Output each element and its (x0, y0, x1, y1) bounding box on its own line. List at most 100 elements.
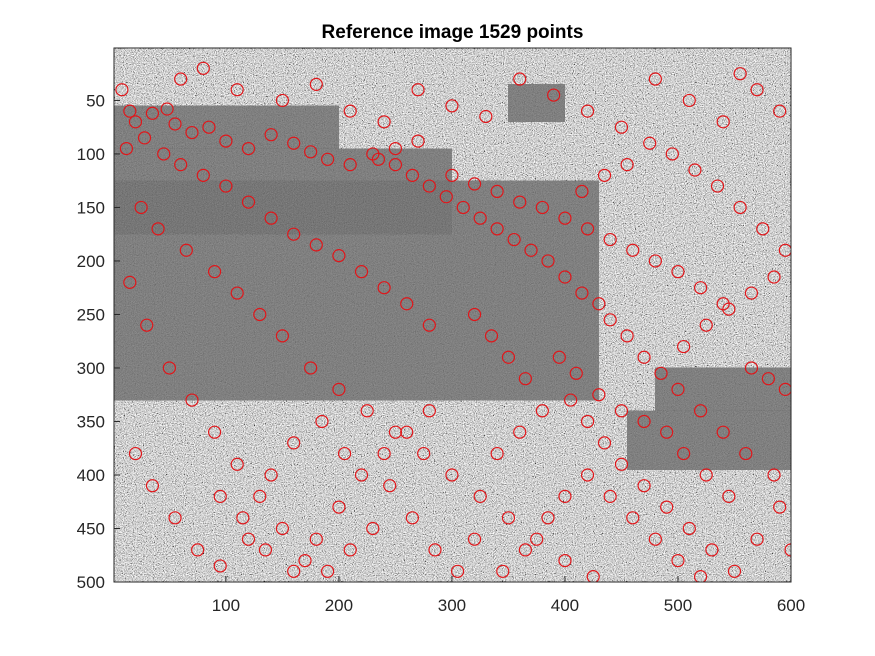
keypoint-marker (626, 511, 640, 525)
keypoint-marker (354, 265, 369, 279)
keypoint-marker (360, 404, 374, 418)
keypoint-marker (535, 404, 549, 418)
keypoint-marker (202, 120, 216, 134)
keypoint-marker (298, 553, 312, 568)
keypoint-marker (207, 265, 222, 279)
keypoint-marker (422, 404, 436, 418)
keypoint-marker (586, 570, 600, 582)
keypoint-marker (304, 361, 318, 375)
river-dark-region (114, 84, 791, 470)
keypoint-marker (637, 414, 651, 429)
keypoint-marker (473, 489, 487, 503)
keypoint-marker (733, 67, 747, 81)
keypoint-marker (643, 136, 657, 150)
keypoint-marker (682, 521, 696, 536)
keypoint-marker (123, 104, 137, 118)
keypoint-marker (185, 125, 199, 140)
y-tick-label: 100 (77, 145, 105, 164)
keypoint-marker (620, 329, 634, 343)
x-axis: 100 200 300 400 500 600 (212, 576, 805, 615)
keypoint-marker (264, 468, 278, 482)
keypoint-marker (750, 83, 764, 97)
keypoint-marker (160, 102, 174, 116)
y-axis: 50 100 150 200 250 300 350 400 450 500 (77, 91, 120, 592)
keypoint-marker (496, 564, 510, 578)
keypoint-marker (682, 93, 696, 108)
keypoint-marker (558, 553, 572, 568)
keypoint-marker (241, 532, 256, 546)
y-tick-label: 350 (77, 412, 105, 431)
keypoint-marker (705, 543, 719, 557)
keypoint-marker (405, 168, 419, 182)
keypoint-marker (230, 286, 244, 300)
x-tick-label: 400 (551, 596, 579, 615)
keypoint-marker (174, 72, 188, 86)
keypoint-marker (162, 361, 176, 375)
keypoint-marker (490, 222, 504, 236)
keypoint-marker (660, 425, 674, 439)
keypoint-marker (332, 249, 346, 263)
keypoint-marker (575, 286, 589, 300)
keypoint-marker (467, 307, 482, 322)
keypoint-marker (530, 532, 544, 546)
keypoint-marker (665, 147, 679, 161)
keypoint-marker (626, 243, 640, 257)
keypoint-marker (168, 117, 182, 131)
keypoint-marker (366, 521, 380, 536)
x-tick-label: 200 (325, 596, 353, 615)
keypoint-marker (422, 179, 436, 193)
keypoint-marker (309, 238, 323, 252)
keypoint-marker (174, 158, 188, 172)
keypoint-marker (134, 200, 148, 215)
plot-area (114, 48, 791, 582)
keypoint-marker (513, 425, 527, 439)
keypoint-marker (592, 297, 606, 311)
keypoint-marker (354, 468, 369, 482)
keypoint-marker (377, 115, 391, 129)
keypoint-marker (541, 511, 555, 525)
keypoint-marker (524, 243, 538, 257)
keypoint-marker (332, 500, 346, 514)
keypoint-marker (693, 570, 708, 582)
keypoint-marker (123, 275, 137, 289)
keypoint-marker (677, 339, 691, 354)
keypoint-marker (637, 350, 651, 364)
keypoint-marker (315, 414, 329, 429)
keypoint-marker (287, 227, 301, 241)
keypoint-marker (287, 564, 301, 578)
keypoint-marker (535, 200, 549, 215)
keypoint-marker (383, 479, 397, 493)
keypoint-marker (191, 543, 205, 557)
keypoint-marker (388, 425, 403, 439)
keypoint-marker (778, 382, 791, 396)
keypoint-marker (400, 425, 414, 439)
keypoint-markers (115, 61, 791, 582)
keypoint-marker (773, 104, 787, 118)
keypoint-marker (513, 72, 527, 86)
keypoint-marker (287, 136, 301, 150)
keypoint-marker (614, 457, 629, 471)
keypoint-marker (507, 232, 521, 247)
keypoint-marker (547, 88, 561, 102)
keypoint-marker (253, 307, 267, 322)
keypoint-marker (699, 468, 713, 482)
keypoint-marker (614, 120, 629, 134)
keypoint-marker (137, 131, 152, 145)
keypoint-marker (597, 436, 612, 450)
keypoint-marker (287, 436, 301, 450)
keypoint-marker (648, 72, 662, 86)
keypoint-marker (739, 446, 753, 461)
keypoint-marker (580, 414, 595, 429)
keypoint-marker (264, 211, 278, 225)
keypoint-marker (377, 446, 391, 461)
keypoint-marker (388, 141, 403, 156)
keypoint-marker (185, 393, 199, 407)
x-tick-label: 600 (777, 596, 805, 615)
keypoint-marker (727, 564, 742, 578)
keypoint-marker (716, 115, 730, 129)
water-region-4 (655, 367, 791, 411)
keypoint-marker (417, 446, 431, 461)
keypoint-marker (761, 372, 775, 386)
keypoint-marker (501, 511, 516, 525)
